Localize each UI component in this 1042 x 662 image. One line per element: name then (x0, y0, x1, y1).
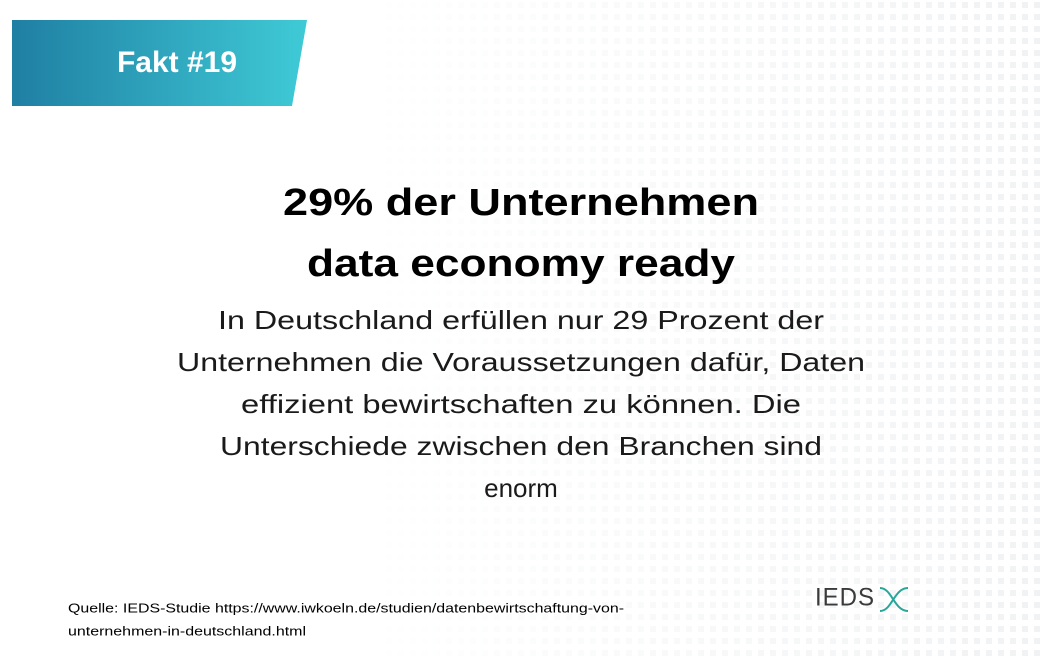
headline: data economy ready (307, 243, 735, 285)
source-text: Quelle: IEDS-Studie https://www.iwkoeln.… (68, 600, 624, 615)
logo-text: IEDS (815, 584, 875, 612)
background-pattern (360, 0, 1042, 662)
logo-mark (879, 587, 909, 612)
badge-label: Fakt #19 (117, 46, 237, 79)
body-text: Unterschiede zwischen den Branchen sind (220, 431, 822, 461)
body-text: effizient bewirtschaften zu können. Die (241, 389, 801, 419)
body-text: enorm (484, 473, 558, 503)
body-text: In Deutschland erfüllen nur 29 Prozent d… (218, 305, 824, 335)
badge-shape (12, 20, 307, 106)
source-text: unternehmen-in-deutschland.html (68, 623, 306, 638)
headline: 29% der Unternehmen (283, 182, 759, 224)
body-text: Unternehmen die Voraussetzungen dafür, D… (177, 347, 865, 377)
